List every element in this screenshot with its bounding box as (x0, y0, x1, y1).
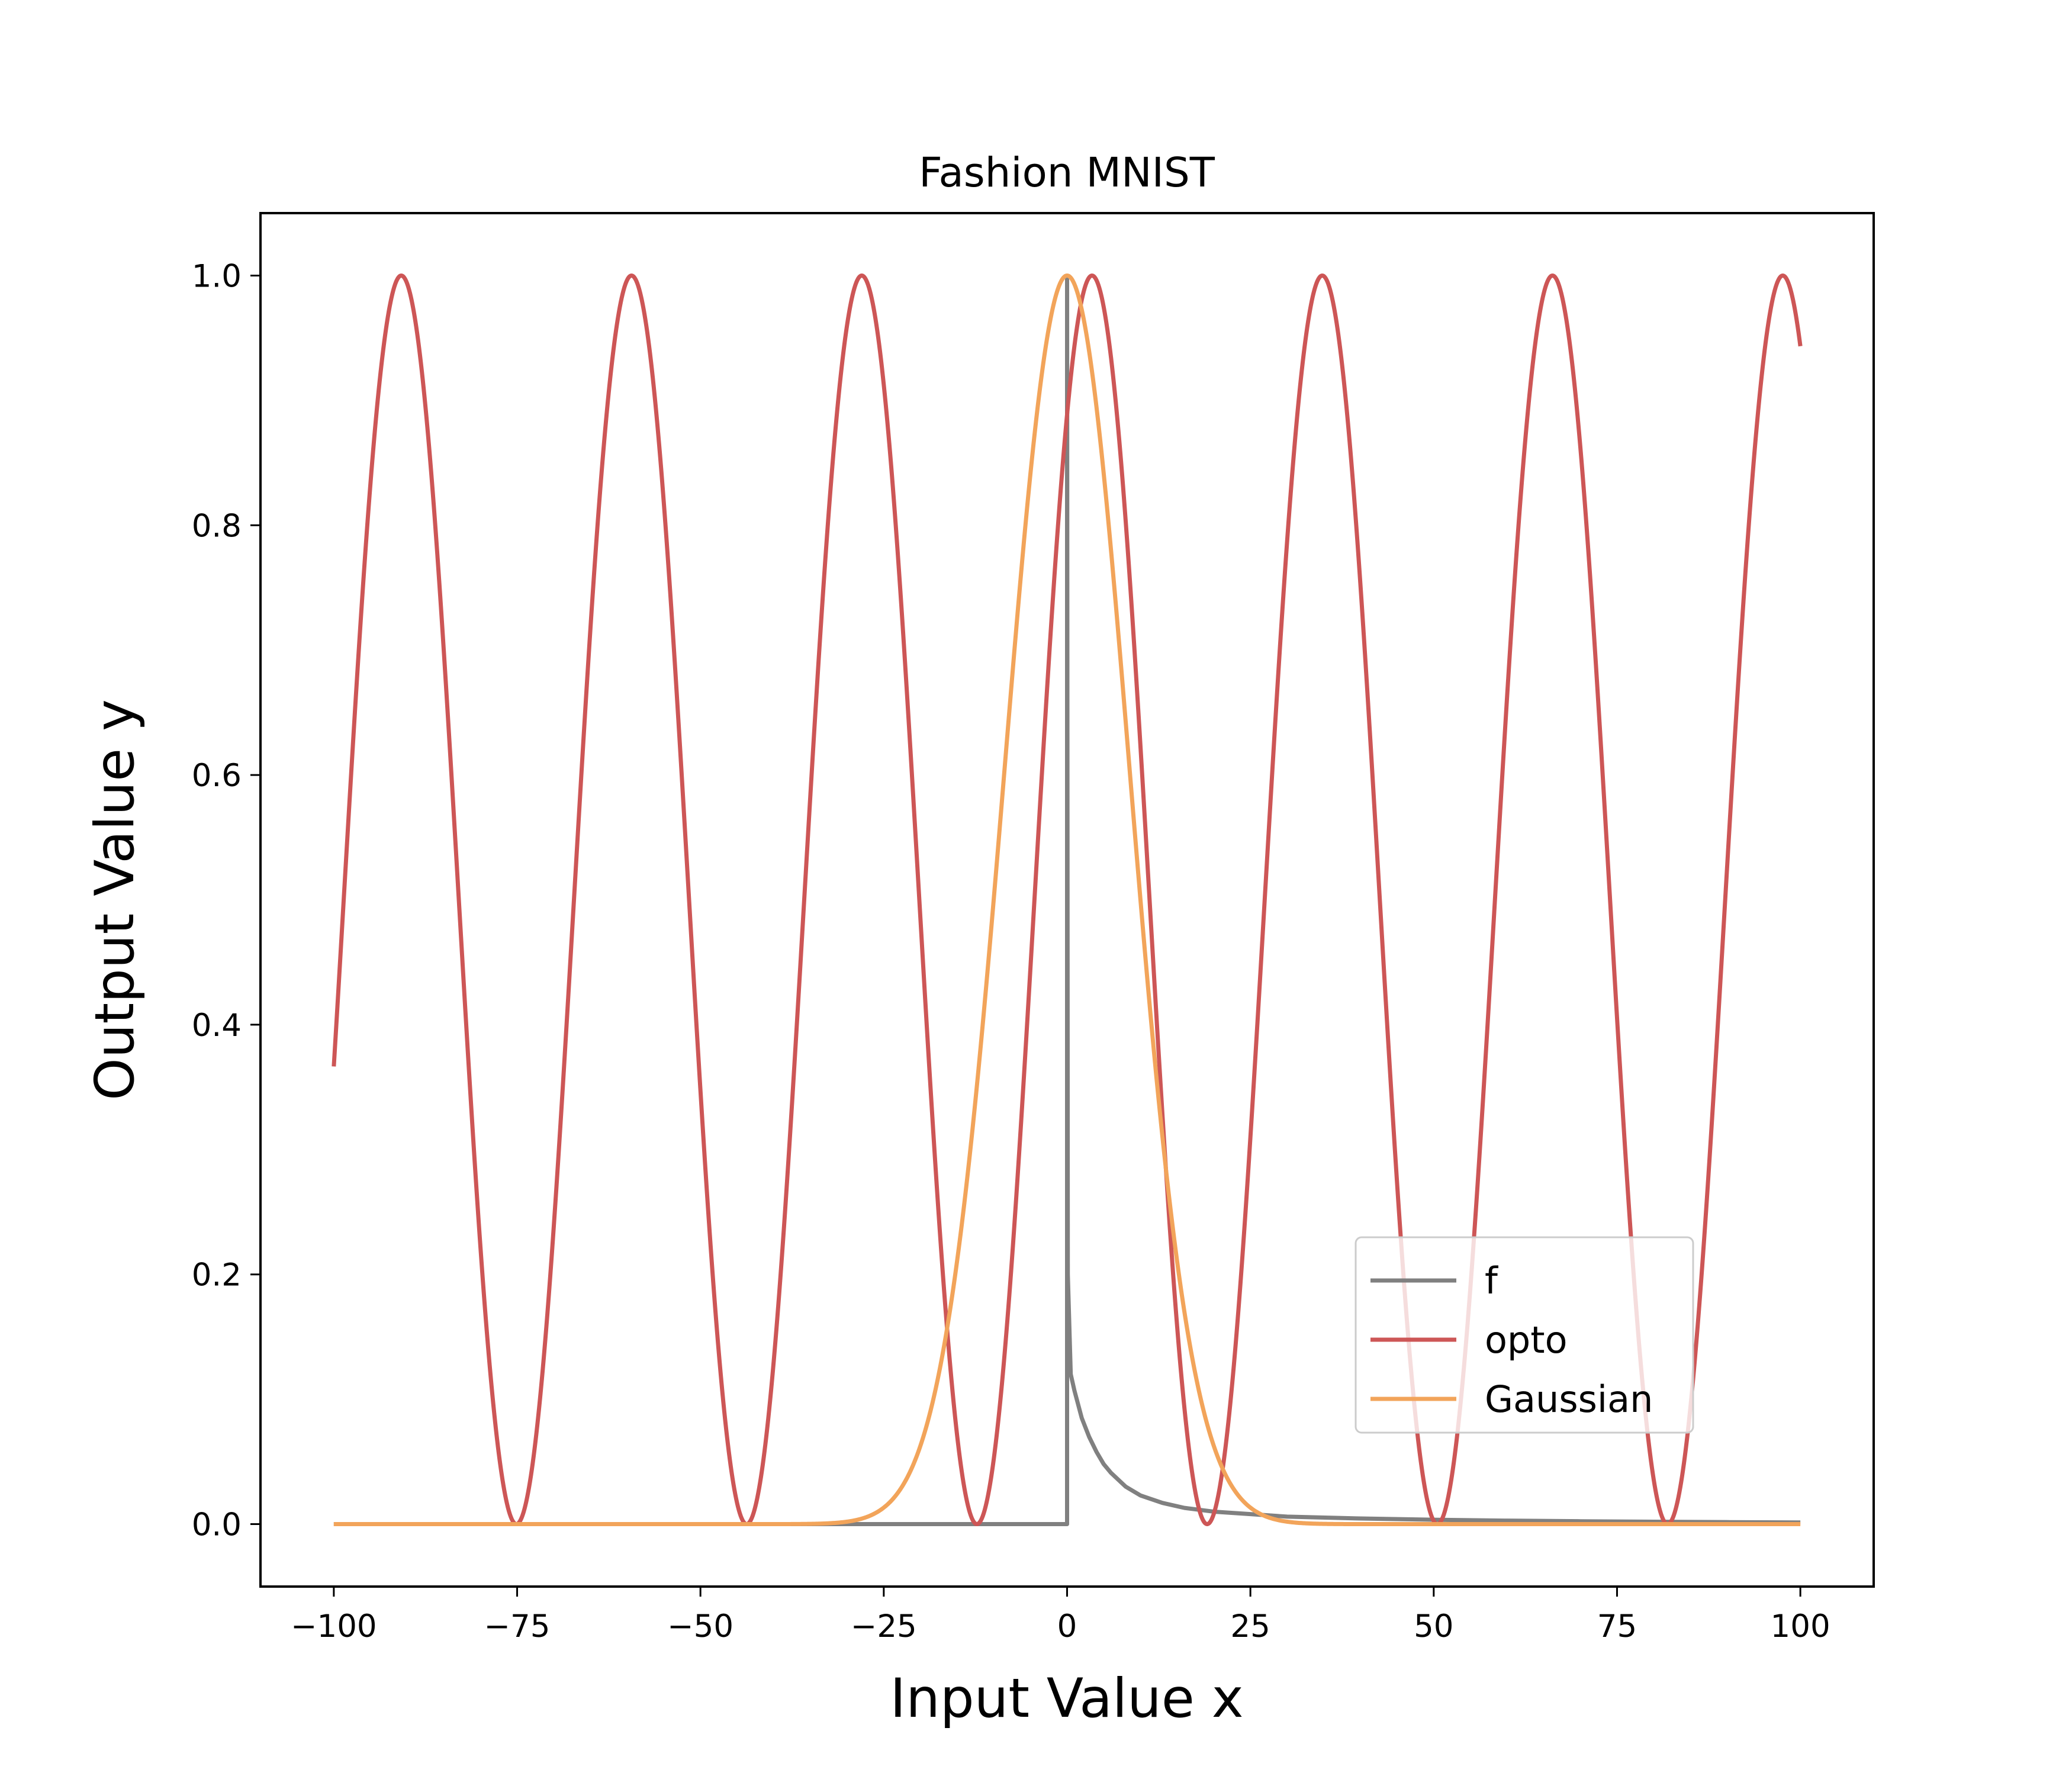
series-line-f (333, 273, 1801, 1527)
x-tick-label: −100 (291, 1608, 377, 1645)
legend-box (1354, 1236, 1694, 1434)
y-tick-label: 0.4 (192, 1008, 242, 1044)
y-tick-label: 0.6 (192, 758, 242, 794)
x-axis-label: Input Value x (890, 1668, 1243, 1730)
chart-title: Fashion MNIST (919, 149, 1215, 197)
series-line-opto (332, 273, 1803, 1527)
x-tick-label: 50 (1414, 1608, 1453, 1645)
legend-label-gaussian: Gaussian (1485, 1378, 1653, 1421)
x-tick-label: 75 (1597, 1608, 1637, 1645)
legend: f opto Gaussian (1354, 1236, 1694, 1434)
x-tick-label: −25 (851, 1608, 917, 1645)
y-tick-label: 1.0 (192, 258, 242, 294)
y-tick-label: 0.0 (192, 1507, 242, 1543)
y-axis-ticks: 0.0 0.2 0.4 0.6 0.8 1.0 (192, 258, 260, 1543)
x-tick-label: 0 (1057, 1608, 1077, 1645)
legend-label-f: f (1485, 1259, 1499, 1302)
x-tick-label: −75 (484, 1608, 551, 1645)
x-tick-label: 100 (1771, 1608, 1830, 1645)
y-tick-label: 0.8 (192, 508, 242, 544)
x-axis-ticks: −100 −75 −50 −25 0 25 50 75 100 (291, 1587, 1830, 1645)
y-axis-label: Output Value y (84, 699, 146, 1101)
y-tick-label: 0.2 (192, 1257, 242, 1294)
series-line-gaussian (332, 273, 1802, 1527)
legend-label-opto: opto (1485, 1318, 1568, 1362)
series-layer (332, 273, 1803, 1527)
x-tick-label: −50 (667, 1608, 733, 1645)
x-tick-label: 25 (1230, 1608, 1270, 1645)
